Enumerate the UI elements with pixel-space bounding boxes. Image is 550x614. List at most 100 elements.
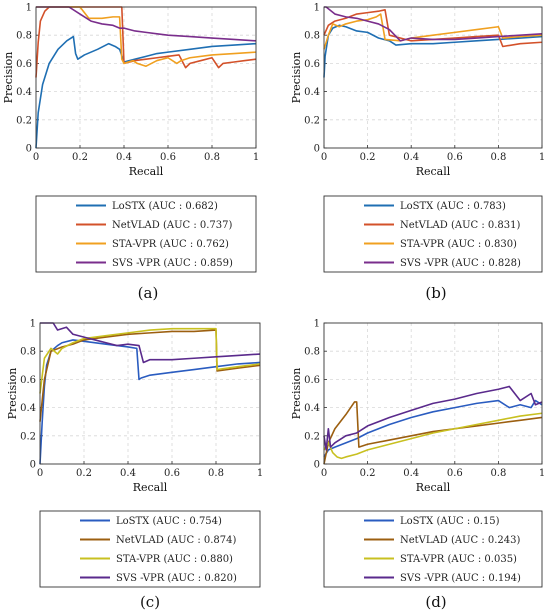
x-tick-label: 0 [321, 152, 327, 163]
plot-area [324, 7, 542, 148]
series-line-1 [323, 24, 543, 78]
x-axis-label: Recall [416, 481, 451, 494]
x-tick-label: 0 [321, 468, 327, 479]
x-tick-label: 0.4 [403, 152, 419, 163]
panel-caption: (b) [425, 284, 446, 302]
y-tick-label: 0.6 [16, 59, 32, 70]
x-tick-label: 0.6 [164, 468, 180, 479]
y-tick-label: 0.8 [20, 347, 36, 358]
series-line-1 [323, 399, 543, 458]
y-axis-label: Precision [2, 52, 15, 104]
y-tick-label: 0.4 [20, 403, 36, 414]
y-tick-label: 0 [314, 144, 320, 155]
y-tick-label: 0.6 [304, 375, 320, 386]
legend-label-1: LoSTX (AUC : 0.15) [400, 516, 500, 527]
x-tick-label: 1 [539, 152, 545, 163]
x-tick-label: 0.8 [490, 152, 506, 163]
legend-label-2: NetVLAD (AUC : 0.737) [112, 220, 233, 231]
y-tick-label: 0.6 [304, 59, 320, 70]
legend-label-4: SVS -VPR (AUC : 0.194) [400, 573, 521, 584]
chart-panel-3: 00 0.2 0.2 0.4 0.4 0.6 0.6 0.8 0.8 1 1 Recall Precis… [6, 319, 263, 612]
legend-label-4: SVS -VPR (AUC : 0.859) [112, 258, 233, 269]
y-axis-label: Precision [290, 52, 303, 104]
x-tick-label: 0.2 [360, 468, 376, 479]
x-tick-label: 0.2 [76, 468, 92, 479]
x-tick-label: 1 [539, 468, 545, 479]
x-tick-label: 0 [33, 152, 39, 163]
legend-label-2: NetVLAD (AUC : 0.874) [116, 535, 237, 546]
chart-panel-1: 00 0.2 0.2 0.4 0.4 0.6 0.6 0.8 0.8 1 1 Recall Precis… [2, 3, 259, 303]
axes-box [35, 6, 257, 149]
y-tick-label: 0.2 [304, 431, 320, 442]
legend-label-3: STA-VPR (AUC : 0.880) [116, 554, 233, 565]
y-tick-label: 1 [314, 3, 320, 14]
legend-box [323, 195, 543, 273]
x-tick-label: 0.2 [360, 152, 376, 163]
x-tick-label: 0.2 [72, 152, 88, 163]
y-tick-label: 0 [314, 460, 320, 471]
legend-label-1: LoSTX (AUC : 0.682) [112, 201, 218, 212]
series-line-2 [323, 401, 543, 465]
legend-label-1: LoSTX (AUC : 0.783) [400, 201, 506, 212]
chart-panel-2: 00 0.2 0.2 0.4 0.4 0.6 0.6 0.8 0.8 1 1 Recall Precis… [290, 3, 545, 303]
legend-box [35, 195, 257, 273]
x-tick-label: 0.6 [160, 152, 176, 163]
x-axis-label: Recall [133, 481, 168, 494]
y-tick-label: 1 [26, 3, 32, 14]
series-line-3 [323, 412, 543, 460]
x-tick-label: 1 [257, 468, 263, 479]
y-tick-label: 0.4 [304, 403, 320, 414]
chart-panel-4: 00 0.2 0.2 0.4 0.4 0.6 0.6 0.8 0.8 1 1 Recall Precis… [290, 319, 545, 612]
x-axis-label: Recall [416, 165, 451, 178]
x-tick-label: 0.8 [204, 152, 220, 163]
legend-label-4: SVS -VPR (AUC : 0.820) [116, 573, 237, 584]
series-line-4 [323, 385, 543, 451]
y-tick-label: 1 [314, 319, 320, 330]
x-tick-label: 0.4 [120, 468, 136, 479]
axes-box [323, 322, 543, 465]
axes-box [323, 6, 543, 149]
legend-label-3: STA-VPR (AUC : 0.762) [112, 239, 229, 250]
legend-label-3: STA-VPR (AUC : 0.830) [400, 239, 517, 250]
y-tick-label: 0.2 [20, 431, 36, 442]
x-tick-label: 0.8 [490, 468, 506, 479]
x-tick-label: 0.8 [208, 468, 224, 479]
y-tick-label: 0.4 [16, 87, 32, 98]
series-line-4 [324, 6, 543, 42]
y-axis-label: Precision [290, 368, 303, 420]
y-tick-label: 0.6 [20, 375, 36, 386]
y-tick-label: 0.2 [304, 115, 320, 126]
x-tick-label: 1 [253, 152, 259, 163]
x-tick-label: 0.6 [447, 152, 463, 163]
plot-area [324, 323, 542, 464]
series-line-4 [40, 322, 261, 364]
panel-caption: (a) [138, 284, 159, 302]
axes-box [39, 322, 261, 465]
legend-box [323, 510, 543, 588]
panel-caption: (d) [425, 593, 446, 611]
legend-label-1: LoSTX (AUC : 0.754) [116, 516, 222, 527]
y-tick-label: 0.8 [304, 31, 320, 42]
x-tick-label: 0 [37, 468, 43, 479]
series-line-3 [323, 13, 543, 50]
y-tick-label: 0 [26, 144, 32, 155]
series-line-1 [35, 35, 257, 149]
x-axis-label: Recall [129, 165, 164, 178]
x-tick-label: 0.4 [403, 468, 419, 479]
legend-label-2: NetVLAD (AUC : 0.243) [400, 535, 521, 546]
y-tick-label: 0.8 [16, 31, 32, 42]
series-line-3 [39, 327, 261, 394]
y-tick-label: 0.2 [16, 115, 32, 126]
y-tick-label: 0.8 [304, 347, 320, 358]
plot-area [36, 7, 256, 148]
y-tick-label: 0.4 [304, 87, 320, 98]
y-axis-label: Precision [6, 368, 19, 420]
plot-area [40, 323, 260, 464]
legend-box [39, 510, 261, 588]
panel-caption: (c) [140, 593, 160, 611]
legend-label-2: NetVLAD (AUC : 0.831) [400, 220, 521, 231]
y-tick-label: 0 [30, 460, 36, 471]
x-tick-label: 0.6 [447, 468, 463, 479]
legend-label-4: SVS -VPR (AUC : 0.828) [400, 258, 521, 269]
